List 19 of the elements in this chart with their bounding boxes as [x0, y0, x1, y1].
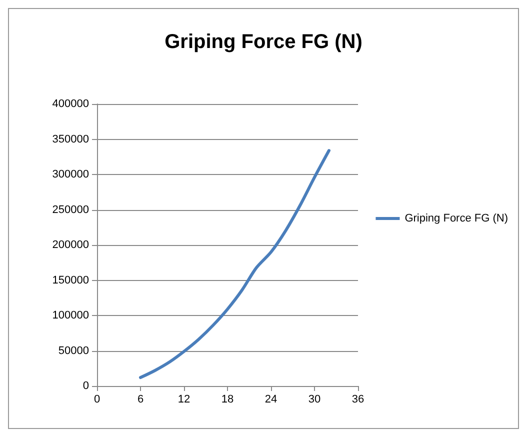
x-tick-label: 18	[221, 394, 234, 406]
legend-label: Griping Force FG (N)	[404, 212, 508, 224]
y-tick-label: 0	[82, 380, 89, 392]
x-tick-label: 12	[178, 394, 190, 406]
x-tick-label: 6	[137, 394, 144, 406]
y-tick-label: 150000	[52, 274, 89, 286]
y-tick-label: 300000	[52, 168, 89, 180]
x-tick-label: 30	[308, 394, 321, 406]
y-tick-label: 400000	[52, 98, 89, 110]
y-tick-label: 350000	[52, 133, 89, 146]
x-tick-label: 0	[94, 394, 100, 406]
line-series	[139, 149, 330, 380]
y-tick-label: 50000	[58, 344, 89, 357]
y-tick-label: 250000	[52, 204, 89, 216]
y-tick-label: 100000	[52, 310, 89, 322]
x-tick-label: 24	[264, 394, 278, 406]
y-tick-label: 200000	[52, 239, 89, 251]
x-tick-label: 36	[352, 394, 364, 406]
chart-title: Griping Force FG (N)	[164, 31, 362, 53]
